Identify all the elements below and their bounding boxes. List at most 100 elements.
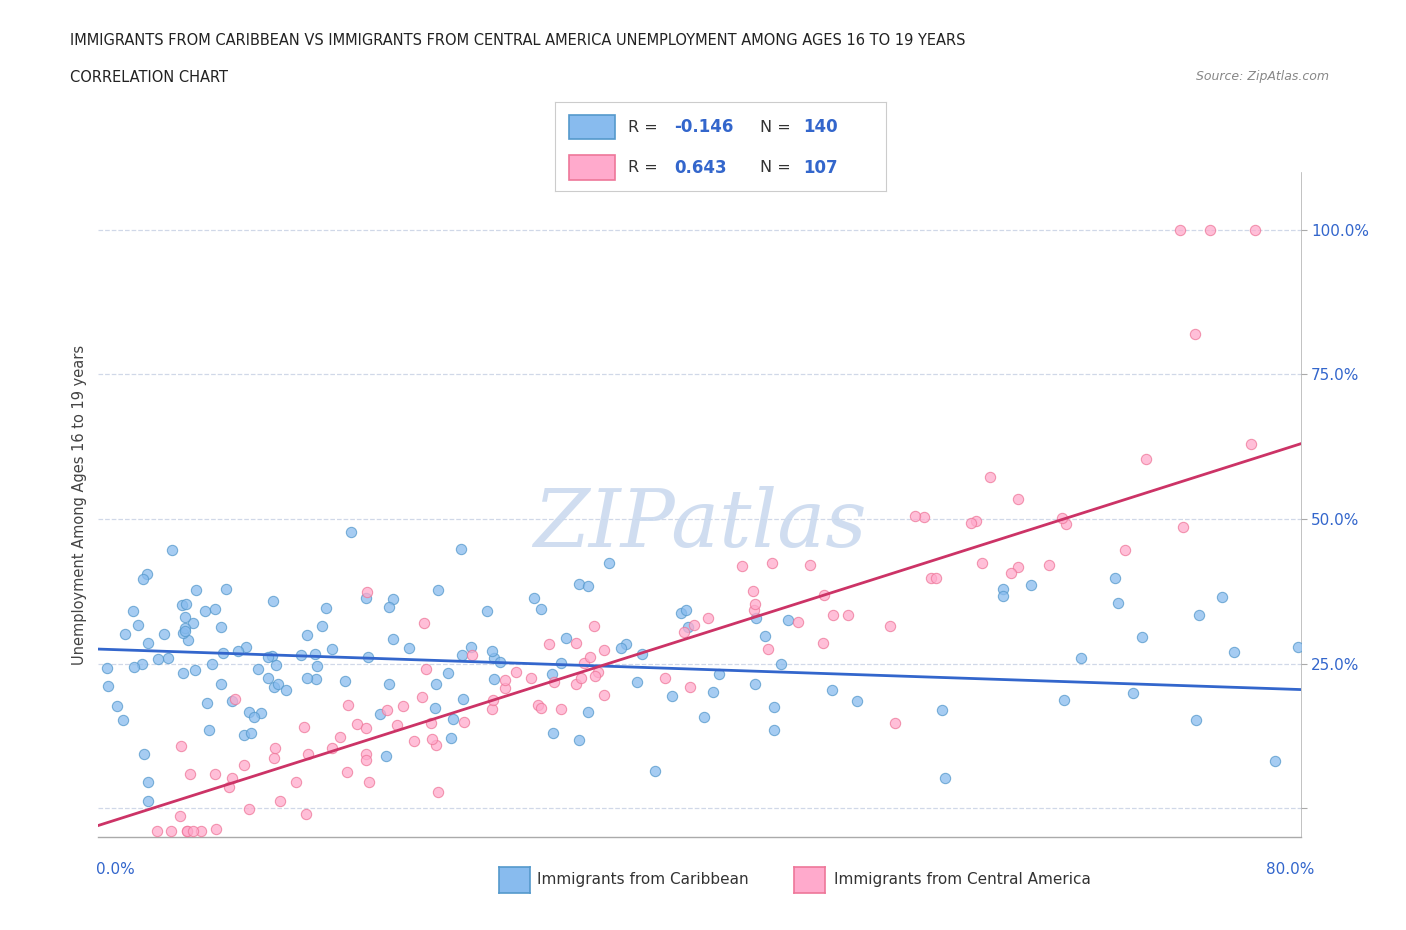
Point [321,741,343,756]
Point [132,571,155,586]
Point [262,649,284,664]
Point [235,640,257,655]
Point [333,673,356,688]
Point [176,824,198,839]
Point [243,710,266,724]
Point [169,808,191,823]
Point [375,702,398,717]
Point [354,753,377,768]
Point [186,582,208,597]
Point [315,601,337,616]
Point [1007,491,1029,506]
Point [460,640,482,655]
Point [683,618,706,632]
Point [215,581,238,596]
Point [1122,685,1144,700]
Point [359,775,381,790]
Bar [568,155,614,180]
Point [112,712,135,727]
Point [742,603,765,618]
Point [134,747,156,762]
Point [770,657,793,671]
Point [357,650,380,665]
Point [420,731,443,746]
Point [1053,693,1076,708]
Point [787,614,810,629]
Point [523,591,546,605]
Point [441,711,464,726]
Point [481,701,503,716]
Text: ZIPatlas: ZIPatlas [533,485,866,564]
Point [676,619,699,634]
Point [1184,326,1206,341]
Point [578,649,600,664]
Point [173,624,195,639]
Point [264,658,287,672]
Point [221,771,243,786]
Point [731,558,754,573]
Point [482,650,505,665]
Point [425,676,447,691]
Point [311,618,333,633]
Point [960,516,983,531]
Point [565,636,588,651]
Point [1114,543,1136,558]
Point [292,719,315,734]
Point [993,589,1015,604]
Text: 80.0%: 80.0% [1267,862,1315,877]
Point [799,558,821,573]
Point [1104,570,1126,585]
Point [494,680,516,695]
Point [356,584,378,599]
Point [576,705,599,720]
Point [884,715,907,730]
Point [136,775,159,790]
Point [381,632,404,647]
Point [879,618,901,633]
Point [204,766,226,781]
Point [204,601,226,616]
Point [226,644,249,658]
Text: R =: R = [628,120,664,135]
Point [762,722,785,737]
Point [263,751,285,765]
Point [249,706,271,721]
Point [375,749,398,764]
Point [614,637,637,652]
Point [329,729,352,744]
Point [295,671,318,685]
Point [972,556,994,571]
Point [702,684,724,699]
Point [321,642,343,657]
Point [238,704,260,719]
Text: 107: 107 [803,159,838,177]
Point [821,683,844,698]
Point [610,640,633,655]
Point [644,764,666,778]
Point [425,737,447,752]
Point [654,671,676,685]
Point [709,667,731,682]
Text: 140: 140 [803,118,838,136]
Point [354,746,377,761]
Point [413,615,436,630]
Point [979,470,1001,485]
Text: Source: ZipAtlas.com: Source: ZipAtlas.com [1195,70,1329,83]
Point [1056,516,1078,531]
Point [744,597,766,612]
Point [179,766,201,781]
Text: 0.643: 0.643 [675,159,727,177]
Point [1264,753,1286,768]
Point [173,609,195,624]
Point [592,688,614,703]
Point [295,628,318,643]
Point [138,793,160,808]
Point [1130,630,1153,644]
Point [811,635,834,650]
Point [402,734,425,749]
Point [177,632,200,647]
Point [264,740,287,755]
Point [813,588,835,603]
Point [172,665,194,680]
Point [1170,222,1192,237]
